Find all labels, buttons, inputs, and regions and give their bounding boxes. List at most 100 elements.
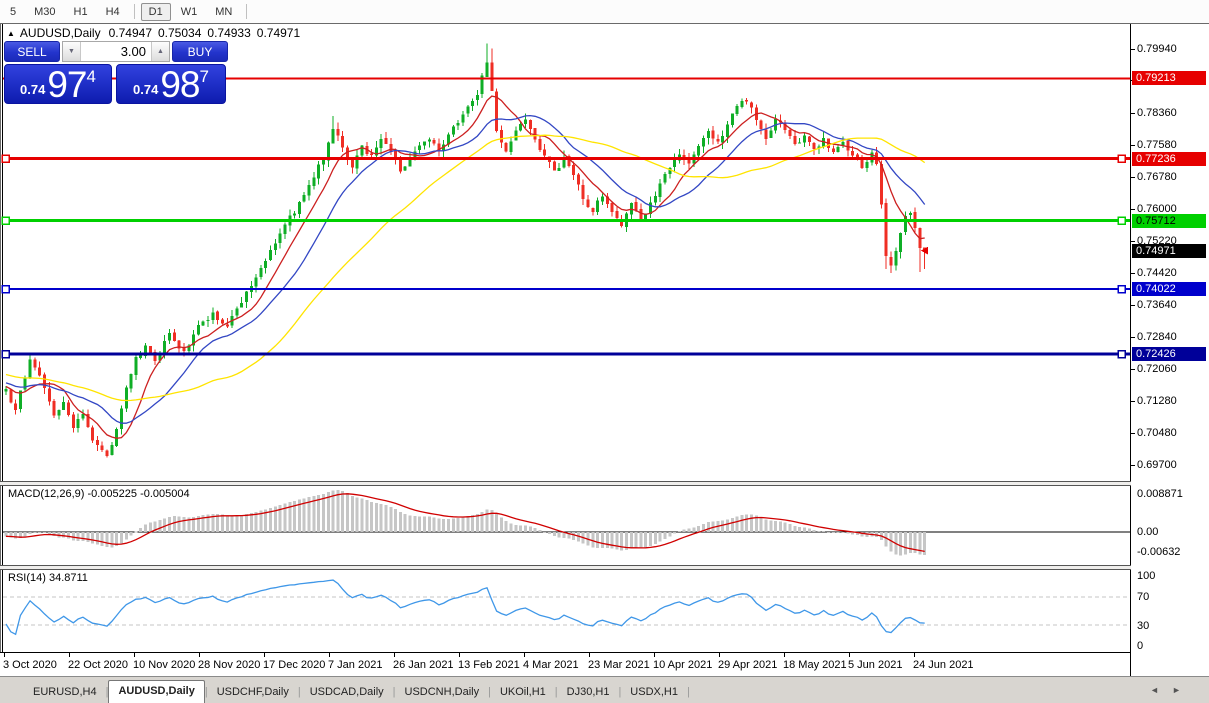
volume-decrease-button[interactable]: ▼: [63, 42, 80, 61]
hline-handle[interactable]: [1, 216, 10, 225]
rsi-axis-label: 30: [1137, 620, 1150, 632]
panel-separator-main-macd[interactable]: [0, 481, 1209, 486]
chart-tab-audusd-daily[interactable]: AUDUSD,Daily: [108, 680, 205, 703]
macd-indicator-label: MACD(12,26,9) -0.005225 -0.005004: [8, 488, 190, 500]
rsi-panel-svg[interactable]: [0, 570, 1130, 652]
timeframe-button-h1[interactable]: H1: [73, 5, 88, 18]
price-tick-label: 0.73640: [1137, 299, 1177, 311]
price-badge-0.77236[interactable]: 0.77236: [1132, 152, 1206, 166]
date-tickmark: [394, 653, 395, 657]
date-tickmark: [264, 653, 265, 657]
volume-input[interactable]: 3.00: [80, 42, 152, 61]
rsi-axis-label: 100: [1137, 570, 1156, 582]
date-tickmark: [69, 653, 70, 657]
date-label: 5 Jun 2021: [848, 659, 903, 671]
tab-separator: |: [618, 686, 622, 698]
price-tick-label: 0.78360: [1137, 107, 1177, 119]
buy-price-display[interactable]: 0.74 98 7: [116, 64, 226, 104]
price-badge-0.74022[interactable]: 0.74022: [1132, 282, 1206, 296]
sell-price-pip-digit: 4: [86, 67, 96, 86]
price-tick-label: 0.69700: [1137, 459, 1177, 471]
date-label: 13 Feb 2021: [458, 659, 520, 671]
ohlc-high: 0.75034: [158, 26, 202, 40]
price-chart-svg[interactable]: [0, 24, 1130, 481]
date-tickmark: [329, 653, 330, 657]
price-tickmark: [1131, 145, 1135, 146]
timeframe-button-d1[interactable]: D1: [140, 2, 171, 21]
rsi-line: [5, 579, 925, 636]
price-axis-divider: [1130, 24, 1131, 676]
date-label: 29 Apr 2021: [718, 659, 778, 671]
timeframe-toolbar: 5 M30 H1 H4 D1 W1 MN: [0, 0, 1209, 23]
price-tickmark: [1131, 49, 1135, 50]
chart-tab-usdx-h1[interactable]: USDX,H1: [630, 686, 678, 698]
tab-scroll-left-button[interactable]: ◄: [1150, 685, 1159, 695]
buy-button[interactable]: BUY: [172, 41, 228, 62]
chart-tab-usdchf-daily[interactable]: USDCHF,Daily: [216, 686, 289, 698]
price-tickmark: [1131, 465, 1135, 466]
macd-panel-svg[interactable]: [0, 486, 1130, 565]
price-tickmark: [1131, 305, 1135, 306]
tab-separator: |: [105, 686, 109, 698]
price-tickmark: [1131, 177, 1135, 178]
timeframe-button-mn[interactable]: MN: [215, 5, 233, 18]
ohlc-close: 0.74971: [256, 26, 301, 40]
collapse-triangle-icon[interactable]: ▲: [7, 28, 15, 38]
chart-tab-eurusd-h4[interactable]: EURUSD,H4: [33, 686, 97, 698]
price-tick-label: 0.72060: [1137, 363, 1177, 375]
moving-average-line-8[interactable]: [5, 95, 925, 439]
toolbar-separator: [246, 4, 248, 19]
chart-window-left-border: [0, 24, 1, 676]
hline-handle[interactable]: [1, 154, 10, 163]
date-tickmark: [914, 653, 915, 657]
sell-button[interactable]: SELL: [4, 41, 60, 62]
sell-price-big-digits: 97: [47, 64, 87, 105]
buy-price-prefix: 0.74: [133, 82, 159, 97]
price-badge-0.79213[interactable]: 0.79213: [1132, 71, 1206, 85]
price-badge-0.72426[interactable]: 0.72426: [1132, 347, 1206, 361]
tab-separator: |: [686, 686, 690, 698]
hline-handle[interactable]: [1117, 284, 1126, 294]
hline-handle[interactable]: [1117, 154, 1126, 163]
ohlc-low: 0.74933: [207, 26, 251, 40]
price-tickmark: [1131, 273, 1135, 274]
date-tickmark: [4, 653, 5, 657]
panel-separator-macd-rsi[interactable]: [0, 565, 1209, 570]
chart-tab-usdcnh-daily[interactable]: USDCNH,Daily: [404, 686, 480, 698]
current-price-badge: 0.74971: [1132, 244, 1206, 258]
moving-average-line-40[interactable]: [5, 134, 926, 402]
date-tickmark: [849, 653, 850, 657]
macd-axis-label: 0.008871: [1137, 488, 1183, 500]
sell-price-prefix: 0.74: [20, 82, 46, 97]
date-label: 4 Mar 2021: [523, 659, 579, 671]
date-tickmark: [589, 653, 590, 657]
date-label: 10 Apr 2021: [653, 659, 713, 671]
chart-tab-dj30-h1[interactable]: DJ30,H1: [566, 686, 610, 698]
tab-separator: |: [554, 686, 558, 698]
macd-axis-label: -0.00632: [1137, 546, 1181, 558]
timeframe-button-w1[interactable]: W1: [180, 5, 198, 18]
hline-handle[interactable]: [1117, 349, 1126, 359]
price-badge-0.75712[interactable]: 0.75712: [1132, 214, 1206, 228]
timeframe-button-5[interactable]: 5: [10, 5, 17, 18]
hline-handle[interactable]: [1, 284, 10, 294]
moving-average-line-17[interactable]: [5, 114, 926, 424]
chart-tab-usdcad-daily[interactable]: USDCAD,Daily: [309, 686, 384, 698]
date-tickmark: [654, 653, 655, 657]
macd-signal-line: [5, 493, 925, 553]
date-tickmark: [134, 653, 135, 657]
ohlc-open: 0.74947: [108, 26, 152, 40]
tab-scroll-right-button[interactable]: ►: [1172, 685, 1181, 695]
hline-handle[interactable]: [1, 349, 10, 359]
price-tickmark: [1131, 401, 1135, 402]
timeframe-button-h4[interactable]: H4: [105, 5, 120, 18]
hline-handle[interactable]: [1117, 216, 1126, 225]
buy-price-big-digits: 98: [160, 64, 200, 105]
timeframe-button-m30[interactable]: M30: [34, 5, 56, 18]
sell-price-display[interactable]: 0.74 97 4: [4, 64, 112, 104]
price-tickmark: [1131, 113, 1135, 114]
chart-tab-ukoil-h1[interactable]: UKOil,H1: [499, 686, 546, 698]
volume-increase-button[interactable]: ▲: [152, 42, 169, 61]
date-label: 24 Jun 2021: [913, 659, 974, 671]
